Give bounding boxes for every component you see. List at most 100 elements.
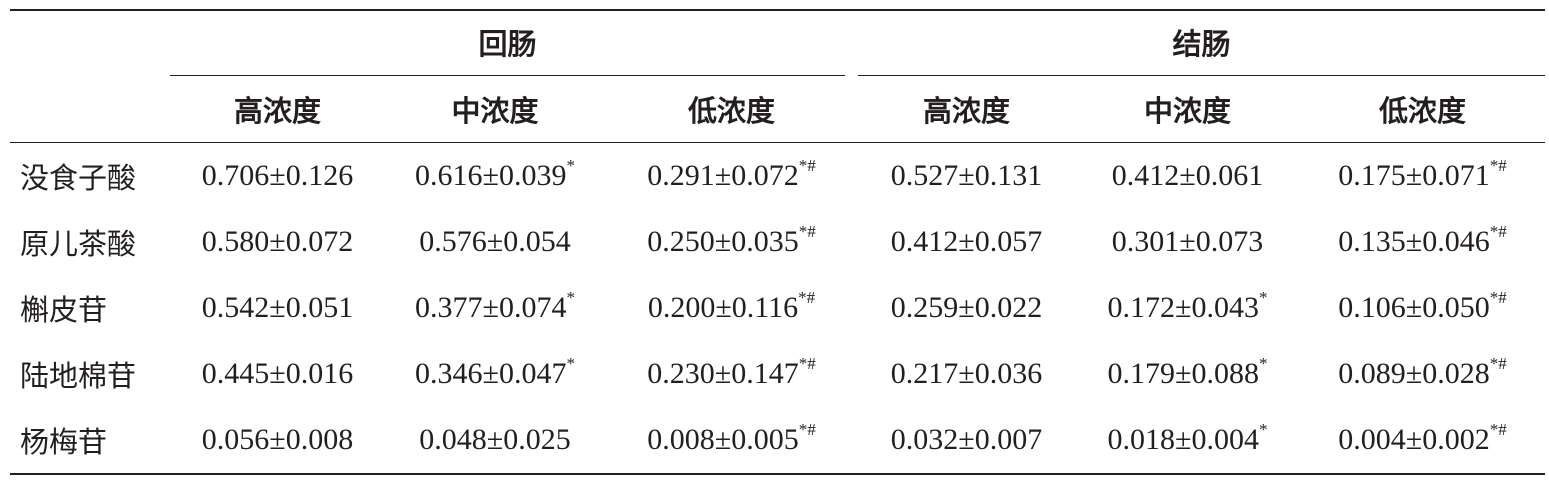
column-header: 低浓度 <box>605 76 858 143</box>
cell: 0.259±0.022 <box>858 275 1075 341</box>
column-header: 高浓度 <box>170 76 385 143</box>
group-header: 结肠 <box>858 10 1546 76</box>
subheader-row: 高浓度 中浓度 低浓度 高浓度 中浓度 低浓度 <box>10 76 1546 143</box>
cell-value: 0.412±0.057 <box>890 225 1043 258</box>
column-header: 中浓度 <box>385 76 605 143</box>
table-row: 没食子酸 0.706±0.126 0.616±0.039* 0.291±0.072*#… <box>10 143 1545 210</box>
cell-value: 0.089±0.028 <box>1338 357 1490 390</box>
row-label: 没食子酸 <box>20 161 137 195</box>
significance-mark: *# <box>798 222 816 241</box>
column-header: 低浓度 <box>1300 76 1546 143</box>
row-label: 原儿茶酸 <box>20 227 137 261</box>
cell: 0.089±0.028*# <box>1300 341 1545 407</box>
significance-mark: *# <box>1489 354 1507 373</box>
cell: 0.179±0.088* <box>1075 341 1300 407</box>
cell: 0.291±0.072*# <box>605 143 858 210</box>
cell: 0.412±0.057 <box>858 209 1075 275</box>
cell: 0.576±0.054 <box>385 209 605 275</box>
table-row: 陆地棉苷 0.445±0.016 0.346±0.047* 0.230±0.147*#… <box>10 341 1545 407</box>
cell-value: 0.346±0.047 <box>415 357 567 390</box>
table-row: 原儿茶酸 0.580±0.072 0.576±0.054 0.250±0.035*# 0… <box>10 209 1545 275</box>
cell: 0.301±0.073 <box>1075 209 1300 275</box>
cell-value: 0.301±0.073 <box>1111 225 1264 258</box>
cell-value: 0.576±0.054 <box>419 225 571 258</box>
row-label: 槲皮苷 <box>20 293 108 327</box>
significance-mark: *# <box>798 354 816 373</box>
cell-value: 0.175±0.071 <box>1338 159 1490 192</box>
cell: 0.200±0.116*# <box>605 275 858 341</box>
data-table: 回肠 结肠 高浓度 中浓度 低浓度 高浓度 中浓度 低浓度 没食子酸 0.706±0.126… <box>10 9 1546 475</box>
significance-mark: *# <box>1489 420 1507 439</box>
cell-value: 0.445±0.016 <box>201 357 354 390</box>
cell: 0.056±0.008 <box>170 407 385 474</box>
column-header: 中浓度 <box>1075 76 1300 143</box>
cell-value: 0.200±0.116 <box>647 291 799 324</box>
significance-mark: *# <box>798 420 816 439</box>
cell-value: 0.527±0.131 <box>890 159 1043 192</box>
significance-mark: * <box>566 288 575 307</box>
cell-value: 0.230±0.147 <box>647 357 799 390</box>
cell: 0.230±0.147*# <box>605 341 858 407</box>
cell-value: 0.217±0.036 <box>890 357 1043 390</box>
cell: 0.018±0.004* <box>1075 407 1300 474</box>
cell: 0.172±0.043* <box>1075 275 1300 341</box>
cell: 0.106±0.050*# <box>1300 275 1545 341</box>
significance-mark: *# <box>1489 156 1507 175</box>
group-label: 结肠 <box>858 11 1546 76</box>
cell: 0.004±0.002*# <box>1300 407 1545 474</box>
cell-value: 0.172±0.043 <box>1107 291 1259 324</box>
cell: 0.135±0.046*# <box>1300 209 1545 275</box>
cell: 0.580±0.072 <box>170 209 385 275</box>
table-row: 杨梅苷 0.056±0.008 0.048±0.025 0.008±0.005*# 0.… <box>10 407 1545 474</box>
cell: 0.412±0.061 <box>1075 143 1300 210</box>
cell-value: 0.032±0.007 <box>890 423 1043 456</box>
cell-value: 0.706±0.126 <box>201 159 354 192</box>
cell-value: 0.259±0.022 <box>890 291 1043 324</box>
cell: 0.616±0.039* <box>385 143 605 210</box>
cell: 0.250±0.035*# <box>605 209 858 275</box>
cell: 0.527±0.131 <box>858 143 1075 210</box>
cell: 0.445±0.016 <box>170 341 385 407</box>
cell-value: 0.135±0.046 <box>1338 225 1490 258</box>
cell-value: 0.291±0.072 <box>647 159 799 192</box>
cell-value: 0.580±0.072 <box>201 225 354 258</box>
cell-value: 0.048±0.025 <box>419 423 571 456</box>
cell-value: 0.106±0.050 <box>1338 291 1490 324</box>
significance-mark: * <box>1258 420 1268 439</box>
cell: 0.377±0.074* <box>385 275 605 341</box>
cell-value: 0.542±0.051 <box>201 291 354 324</box>
significance-mark: * <box>566 156 575 175</box>
cell-value: 0.056±0.008 <box>201 423 354 456</box>
group-header: 回肠 <box>170 10 858 76</box>
cell: 0.346±0.047* <box>385 341 605 407</box>
cell: 0.048±0.025 <box>385 407 605 474</box>
cell: 0.032±0.007 <box>858 407 1075 474</box>
cell: 0.542±0.051 <box>170 275 385 341</box>
cell-value: 0.250±0.035 <box>647 225 799 258</box>
table-body: 没食子酸 0.706±0.126 0.616±0.039* 0.291±0.072*#… <box>10 143 1545 475</box>
cell-value: 0.616±0.039 <box>415 159 567 192</box>
cell: 0.175±0.071*# <box>1300 143 1545 210</box>
table-row: 槲皮苷 0.542±0.051 0.377±0.074* 0.200±0.116*# 0… <box>10 275 1545 341</box>
cell: 0.217±0.036 <box>858 341 1075 407</box>
row-label: 陆地棉苷 <box>20 359 137 393</box>
cell-value: 0.179±0.088 <box>1107 357 1259 390</box>
cell-value: 0.008±0.005 <box>647 423 799 456</box>
significance-mark: * <box>1258 288 1268 307</box>
row-label: 杨梅苷 <box>20 425 108 459</box>
corner <box>10 10 170 143</box>
significance-mark: *# <box>1489 288 1507 307</box>
significance-mark: *# <box>798 156 816 175</box>
significance-mark: *# <box>1489 222 1507 241</box>
cell-value: 0.004±0.002 <box>1338 423 1490 456</box>
cell: 0.008±0.005*# <box>605 407 858 474</box>
group-label: 回肠 <box>170 11 845 76</box>
significance-mark: *# <box>798 288 816 307</box>
cell-value: 0.018±0.004 <box>1107 423 1259 456</box>
significance-mark: * <box>1258 354 1268 373</box>
column-header: 高浓度 <box>858 76 1075 143</box>
significance-mark: * <box>566 354 575 373</box>
cell: 0.706±0.126 <box>170 143 385 210</box>
cell-value: 0.412±0.061 <box>1111 159 1264 192</box>
